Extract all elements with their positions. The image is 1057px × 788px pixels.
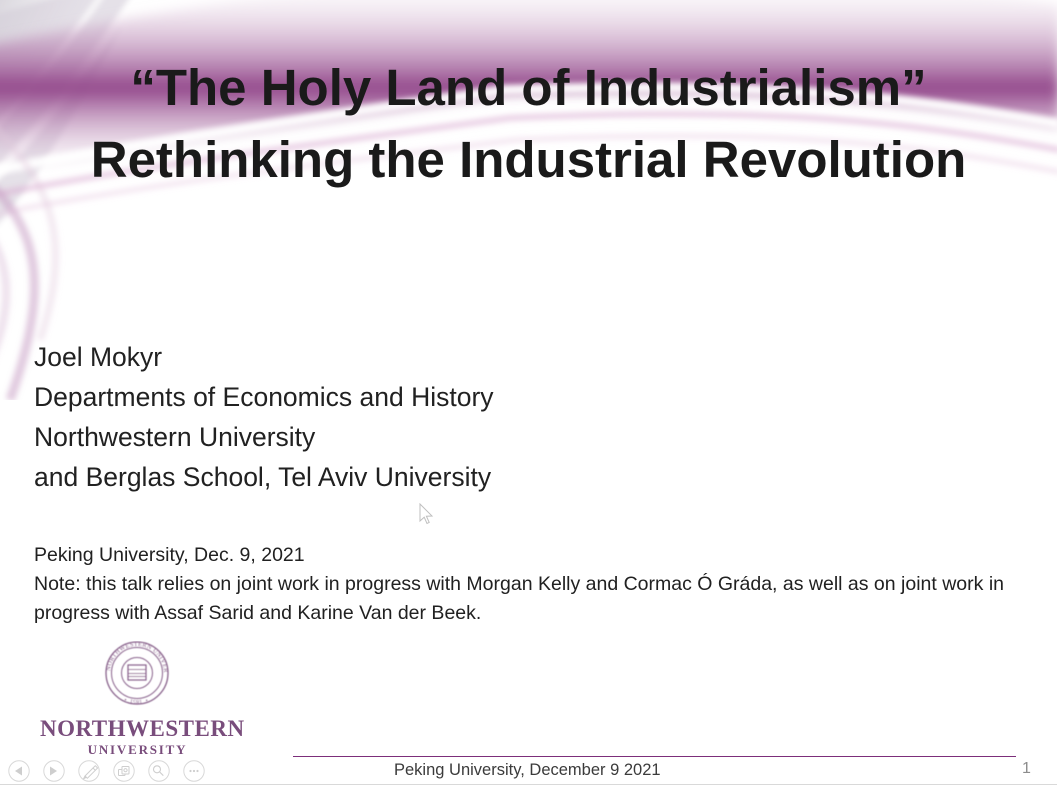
svg-text:NORTHWESTERN UNIVERSITY: NORTHWESTERN UNIVERSITY (40, 641, 169, 674)
